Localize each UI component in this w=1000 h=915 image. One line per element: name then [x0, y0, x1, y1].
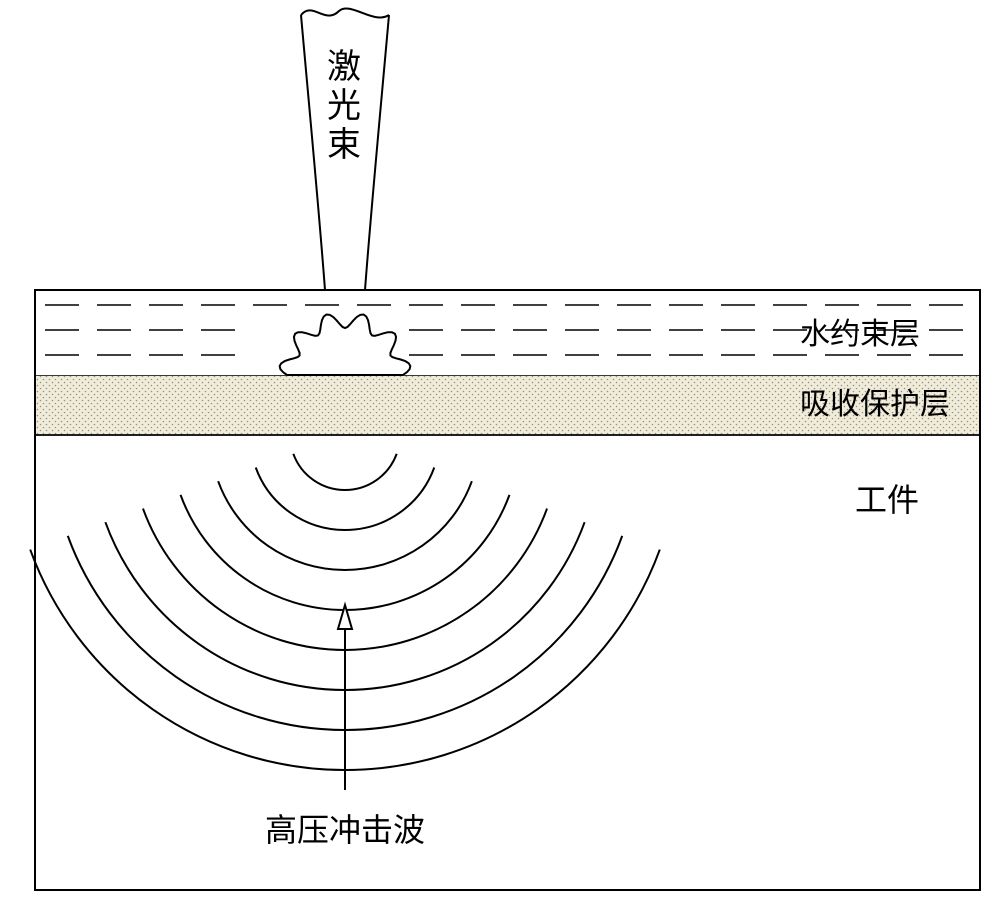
water-confinement-layer-label: 水约束层	[800, 315, 920, 354]
absorbing-protective-layer-label: 吸收保护层	[800, 385, 950, 424]
workpiece-label: 工件	[855, 480, 919, 522]
laser-beam-label: 激光束	[327, 48, 361, 165]
laser-shock-diagram	[0, 0, 1000, 915]
high-pressure-shock-wave-label: 高压冲击波	[265, 810, 425, 852]
